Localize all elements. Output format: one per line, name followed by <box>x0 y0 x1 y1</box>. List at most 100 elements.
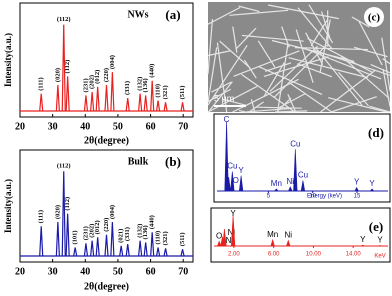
nanowire <box>382 68 391 107</box>
peak-label: (331) <box>124 81 131 95</box>
peak <box>155 247 161 257</box>
peak <box>55 85 60 112</box>
nanowire <box>219 40 251 69</box>
x-tick-label: 6.00 <box>268 252 280 258</box>
peak-label: Ni <box>226 236 234 245</box>
nanowire <box>233 50 300 77</box>
nanowires <box>207 4 391 113</box>
nanowire <box>238 109 246 113</box>
nanowire <box>207 88 232 103</box>
x-tick-label: 40 <box>80 121 90 132</box>
peak-label: (511) <box>179 232 186 246</box>
peak <box>180 249 185 257</box>
nanowire <box>257 40 276 68</box>
nanowire <box>353 46 388 58</box>
x-axis-label: Energy (keV) <box>307 194 342 200</box>
sem-image: 5 μm (c) <box>207 2 391 113</box>
peak <box>104 234 109 257</box>
x-tick-label: 10 <box>309 194 316 200</box>
x-tick-label: 5 <box>267 194 271 200</box>
x-tick-label: 50 <box>113 121 123 132</box>
nanowire <box>310 18 329 47</box>
peak-label: (331) <box>124 227 131 241</box>
peak <box>378 245 382 247</box>
peak-label: (202) <box>89 75 96 89</box>
nanowire <box>263 62 285 97</box>
x-axis-label: 2θ(degree) <box>84 281 129 292</box>
plot-frame <box>210 207 391 263</box>
nanowire <box>328 97 387 113</box>
nanowire <box>211 81 232 93</box>
nanowire <box>382 58 391 65</box>
peak-label: Ni <box>284 231 292 240</box>
peak <box>61 24 66 112</box>
peak <box>230 171 235 192</box>
peak-label: C <box>224 115 230 124</box>
peak-label: O <box>233 176 239 185</box>
x-axis-label: 2θ(degree) <box>84 135 129 146</box>
peak-label: (112) <box>64 60 71 74</box>
nanowire <box>295 29 314 83</box>
peak-label: (231) <box>82 226 89 240</box>
panel-label: (b) <box>165 154 181 169</box>
peak <box>138 240 143 257</box>
panel-label: (e) <box>369 219 383 234</box>
peak-label: (136) <box>142 225 149 239</box>
annotation: NWs <box>127 9 148 20</box>
peak <box>360 244 365 247</box>
peak <box>110 222 115 257</box>
nanowire <box>207 81 233 113</box>
peak-label: (020) <box>54 68 61 82</box>
x-tick-label: 30 <box>48 121 58 132</box>
nanowire <box>229 9 289 16</box>
x-tick-label: 20 <box>15 121 25 132</box>
peak-label: Y <box>230 209 236 218</box>
peak-label: (012) <box>94 70 101 84</box>
panel-label: (c) <box>368 12 381 24</box>
peak <box>238 175 244 192</box>
peak-label: (321) <box>162 85 169 99</box>
nanowire <box>238 5 260 13</box>
peak <box>39 226 44 257</box>
peak-label: (021) <box>118 229 125 243</box>
nanowire <box>241 73 296 113</box>
peak <box>119 245 124 257</box>
peak-label: (132) <box>137 77 144 91</box>
peak <box>95 86 100 112</box>
peak <box>65 213 70 257</box>
plot-frame <box>19 149 194 263</box>
x-tick-label: 50 <box>113 266 123 277</box>
peak-label: Y <box>354 178 360 187</box>
peak-label: (004) <box>109 55 116 69</box>
peak-label: (112) <box>57 16 71 23</box>
x-tick-label: 40 <box>80 266 90 277</box>
plot-frame <box>19 2 194 118</box>
x-tick-label: 60 <box>146 266 156 277</box>
nanowire <box>207 6 241 25</box>
peak <box>286 239 291 247</box>
peak <box>163 102 168 112</box>
peak-label: (440) <box>149 215 156 229</box>
peak <box>300 180 306 192</box>
peak <box>90 240 95 257</box>
nanowire <box>369 105 391 113</box>
peak <box>216 240 222 247</box>
peak <box>73 247 78 257</box>
sem-background <box>208 2 390 112</box>
peak-label: (321) <box>162 231 169 245</box>
peak-label: (110) <box>155 84 162 98</box>
nanowire <box>297 7 333 50</box>
nanowire <box>250 99 256 113</box>
nanowire <box>243 59 257 79</box>
nanowire <box>241 34 304 42</box>
peak <box>230 215 236 247</box>
peak <box>163 248 168 257</box>
peak <box>288 186 293 192</box>
y-axis-label: Intensity(a.u.) <box>3 179 13 233</box>
panel-label-bg <box>364 7 384 27</box>
nanowire <box>281 26 290 48</box>
nanowire <box>221 98 247 106</box>
nanowire <box>358 21 383 66</box>
peak-label: (111) <box>38 210 45 223</box>
